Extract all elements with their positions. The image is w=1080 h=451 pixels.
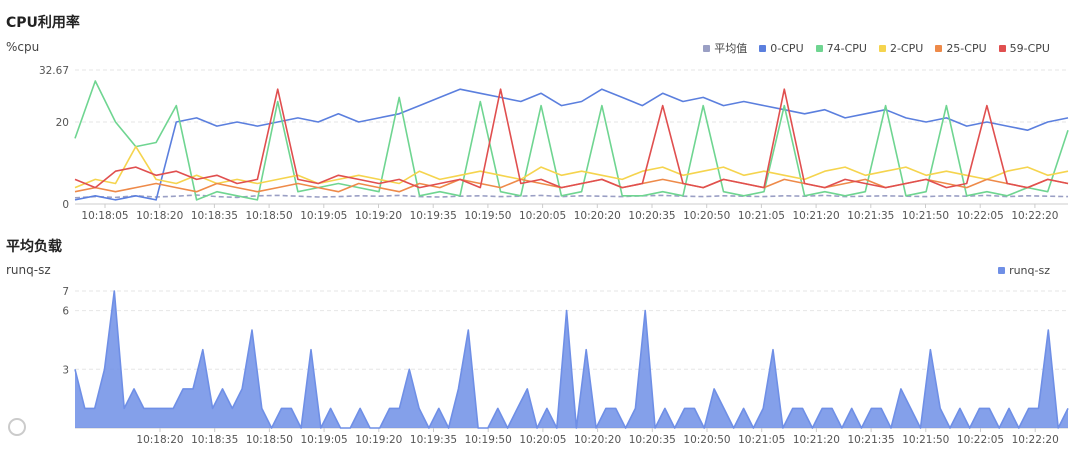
load-legend-label: runq-sz — [1009, 264, 1050, 277]
cpu-x-tick-label: 10:20:35 — [628, 210, 675, 222]
cpu-x-tick-label: 10:22:20 — [1011, 210, 1058, 222]
cpu-x-tick-label: 10:21:05 — [738, 210, 785, 222]
cpu-legend-label: 2-CPU — [889, 41, 924, 55]
cpu-x-tick-label: 10:21:20 — [793, 210, 840, 222]
load-y-tick-label: 3 — [62, 364, 69, 376]
cpu-legend-item-2[interactable]: 74-CPU — [815, 40, 867, 56]
watermark — [8, 418, 26, 436]
cpu-chart-svg: 0 20 32.67 10:18:05 10:18:20 10:18:35 10:18:50… — [39, 65, 1069, 222]
cpu-legend-item-0[interactable]: 平均值 — [703, 40, 747, 56]
cpu-legend-label: 平均值 — [714, 42, 748, 55]
cpu-legend-item-5[interactable]: 59-CPU — [998, 40, 1050, 56]
cpu-chart-panel: CPU利用率 %cpu 平均值 0-CPU 74-CPU 2-CPU 25-CPU 59-… — [0, 0, 1080, 225]
load-series-area-0 — [75, 291, 1068, 428]
load-legend: runq-sz — [998, 264, 1050, 277]
cpu-legend-item-1[interactable]: 0-CPU — [759, 40, 804, 56]
cpu-y-unit-label: %cpu — [6, 40, 40, 54]
cpu-legend-label: 59-CPU — [1009, 41, 1050, 55]
cpu-x-tick-label: 10:18:35 — [191, 210, 238, 222]
cpu-x-tick-label: 10:21:35 — [847, 210, 894, 222]
cpu-legend-swatch — [703, 44, 711, 52]
cpu-x-tick-label: 10:18:05 — [81, 210, 128, 222]
cpu-legend-swatch — [935, 44, 943, 52]
load-x-tick-label: 10:18:35 — [191, 434, 238, 446]
load-x-tick-label: 10:20:05 — [519, 434, 566, 446]
load-x-tick-label: 10:20:20 — [574, 434, 621, 446]
load-y-tick-label: 7 — [62, 286, 69, 298]
cpu-x-tick-label: 10:22:05 — [957, 210, 1004, 222]
load-x-tick-label: 10:19:35 — [410, 434, 457, 446]
load-x-tick-label: 10:19:20 — [355, 434, 402, 446]
watermark-logo-icon — [8, 418, 26, 436]
load-x-tick-label: 10:22:20 — [1012, 434, 1059, 446]
load-x-tick-label: 10:21:20 — [793, 434, 840, 446]
cpu-legend-label: 74-CPU — [826, 41, 867, 55]
cpu-x-tick-label: 10:18:50 — [246, 210, 293, 222]
load-legend-swatch — [998, 267, 1006, 274]
load-x-tick-label: 10:21:35 — [848, 434, 895, 446]
load-x-tick-label: 10:20:35 — [629, 434, 676, 446]
cpu-series-line-0 — [74, 194, 1069, 199]
load-x-tick-label: 10:18:20 — [136, 434, 183, 446]
cpu-legend-swatch — [815, 44, 823, 52]
load-chart-title: 平均负载 — [6, 239, 62, 255]
cpu-legend: 平均值 0-CPU 74-CPU 2-CPU 25-CPU 59-CPU — [703, 40, 1050, 56]
cpu-series-line-3 — [74, 145, 1069, 189]
load-chart-svg: 3 6 7 10:18:20 10:18:35 10:18:50 10:19:05 10:19… — [62, 286, 1069, 446]
load-legend-item-0[interactable]: runq-sz — [998, 264, 1050, 277]
cpu-legend-label: 0-CPU — [770, 41, 804, 55]
load-y-unit-label: runq-sz — [6, 263, 51, 277]
load-series-line-0 — [74, 290, 1069, 429]
cpu-x-tick-label: 10:19:20 — [355, 210, 402, 222]
load-x-tick-label: 10:20:50 — [683, 434, 730, 446]
cpu-y-tick-label: 0 — [62, 199, 69, 211]
load-x-tick-label: 10:19:50 — [465, 434, 512, 446]
cpu-series-line-2 — [74, 80, 1069, 201]
cpu-legend-label: 25-CPU — [946, 41, 987, 55]
load-x-tick-label: 10:22:05 — [957, 434, 1004, 446]
cpu-y-tick-label: 20 — [56, 117, 69, 129]
cpu-x-tick-label: 10:19:05 — [300, 210, 347, 222]
cpu-x-tick-label: 10:20:50 — [683, 210, 730, 222]
cpu-legend-swatch — [759, 44, 767, 52]
cpu-legend-swatch — [878, 44, 886, 52]
load-chart-panel: 平均负载 runq-sz runq-sz 3 6 7 10:18:20 10:18:35… — [0, 228, 1080, 451]
cpu-x-tick-label: 10:19:35 — [410, 210, 457, 222]
cpu-chart-title: CPU利用率 — [6, 15, 80, 31]
cpu-x-tick-label: 10:18:20 — [136, 210, 183, 222]
cpu-legend-item-3[interactable]: 2-CPU — [878, 40, 924, 56]
load-x-tick-label: 10:18:50 — [246, 434, 293, 446]
cpu-x-tick-label: 10:20:05 — [519, 210, 566, 222]
cpu-x-tick-label: 10:21:50 — [902, 210, 949, 222]
cpu-x-tick-label: 10:19:50 — [464, 210, 511, 222]
load-x-tick-label: 10:21:05 — [738, 434, 785, 446]
cpu-legend-swatch — [998, 44, 1006, 52]
cpu-series-line-5 — [74, 88, 1069, 189]
load-y-tick-label: 6 — [62, 306, 69, 318]
cpu-series-line-1 — [74, 88, 1069, 201]
load-x-tick-label: 10:21:50 — [902, 434, 949, 446]
load-x-tick-label: 10:19:05 — [301, 434, 348, 446]
cpu-x-tick-label: 10:20:20 — [574, 210, 621, 222]
cpu-y-tick-label: 32.67 — [39, 65, 69, 77]
cpu-legend-item-4[interactable]: 25-CPU — [935, 40, 987, 56]
